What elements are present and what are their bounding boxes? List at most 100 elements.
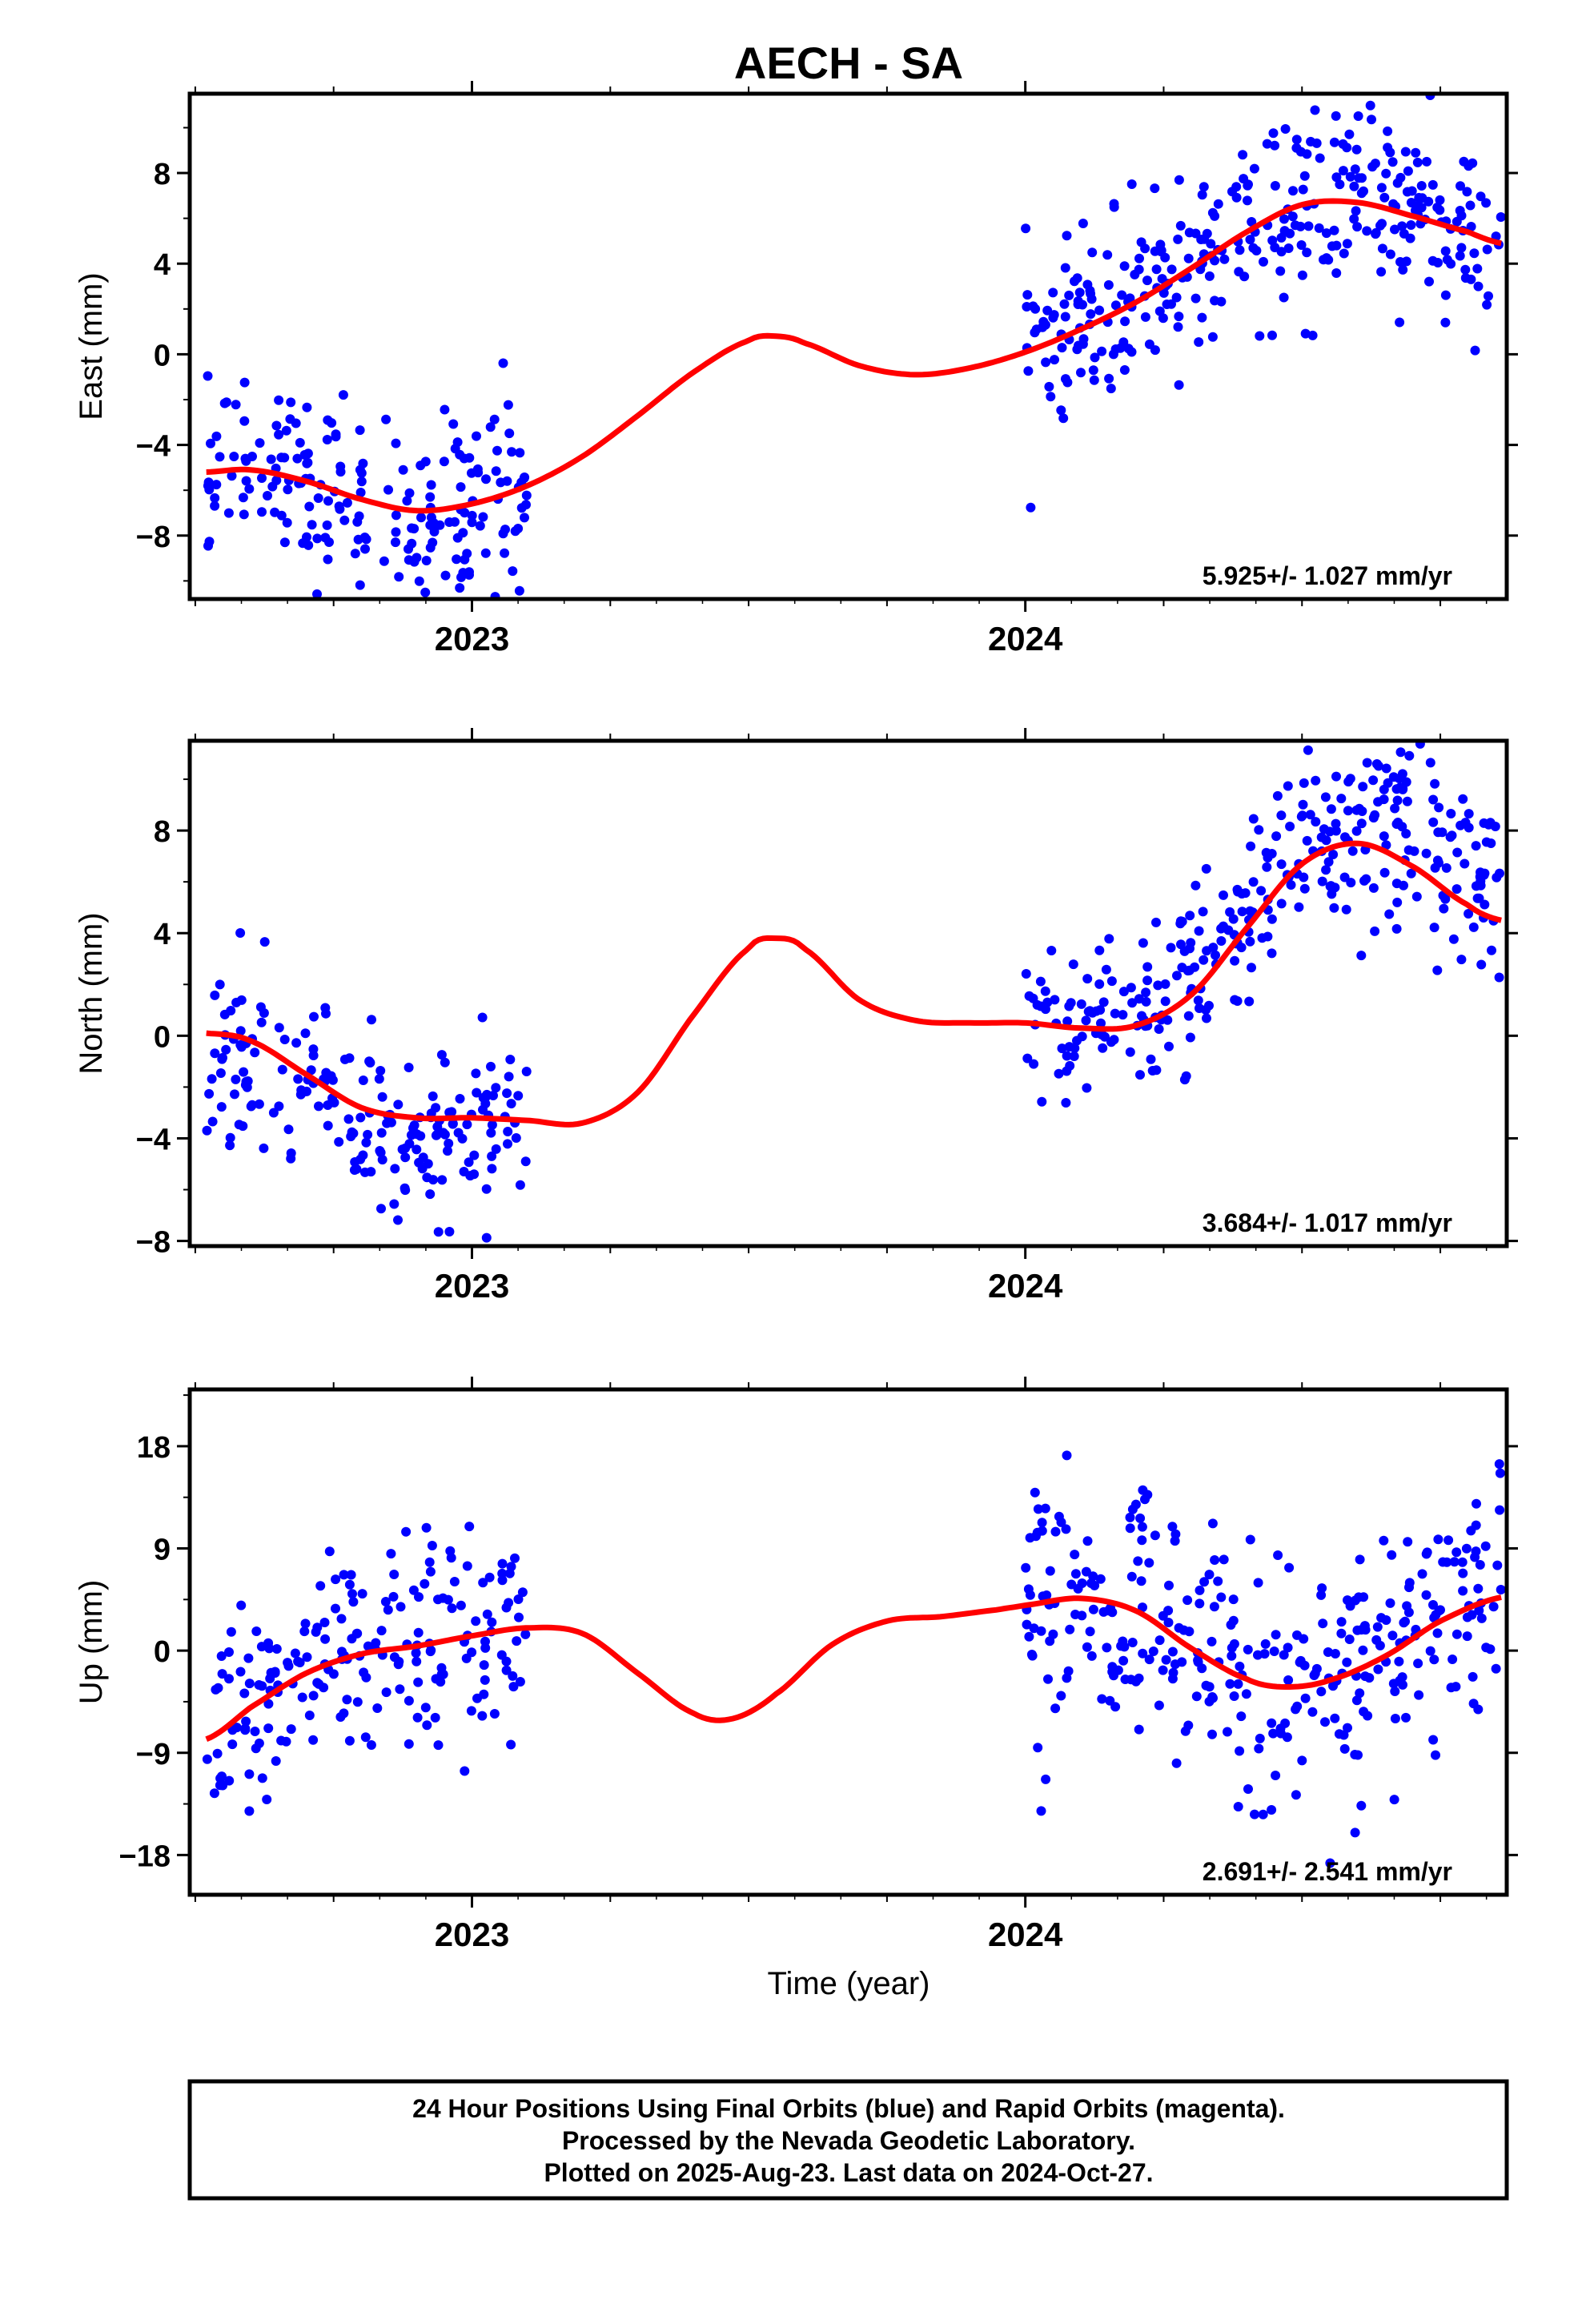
data-point	[1331, 111, 1341, 121]
data-point	[1098, 1043, 1108, 1053]
data-point	[355, 488, 366, 497]
data-point	[1461, 1543, 1472, 1554]
data-point	[391, 438, 401, 448]
data-point	[464, 569, 474, 580]
data-point	[1160, 996, 1170, 1007]
data-point	[1171, 292, 1182, 303]
data-point	[1485, 1644, 1496, 1655]
data-point	[421, 556, 432, 565]
y-axis-label: East (mm)	[74, 272, 109, 420]
data-point	[1136, 1576, 1146, 1586]
data-point	[1342, 1657, 1352, 1667]
data-point	[274, 1101, 284, 1112]
data-point	[469, 1169, 480, 1180]
data-point	[406, 1130, 416, 1140]
data-point	[1403, 1537, 1413, 1547]
data-point	[1472, 1498, 1481, 1509]
data-point	[1365, 100, 1375, 111]
data-point	[358, 1076, 368, 1085]
data-point	[398, 464, 408, 475]
data-point	[356, 476, 367, 487]
data-point	[1167, 1674, 1178, 1684]
data-point	[439, 456, 449, 467]
data-point	[308, 1691, 319, 1701]
data-point	[1094, 979, 1105, 989]
data-point	[482, 1609, 492, 1619]
data-point	[1399, 721, 1408, 730]
data-point	[335, 467, 346, 477]
data-point	[412, 1656, 422, 1667]
data-point	[1306, 136, 1316, 147]
plot-frame	[187, 738, 1509, 1248]
data-point	[428, 537, 438, 548]
data-point	[520, 1156, 531, 1167]
data-point	[1065, 1624, 1075, 1634]
data-point	[1078, 219, 1088, 228]
data-point	[331, 432, 341, 442]
data-point	[1050, 995, 1060, 1005]
data-point	[383, 485, 393, 495]
data-point	[1269, 1647, 1279, 1656]
data-point	[416, 513, 426, 523]
data-point	[347, 1589, 357, 1599]
data-point	[256, 1642, 267, 1652]
data-point	[1458, 1586, 1468, 1596]
data-point	[391, 527, 401, 537]
data-point	[1022, 1053, 1033, 1063]
data-point	[1391, 923, 1402, 934]
data-point	[394, 1656, 404, 1667]
data-point	[1061, 1524, 1071, 1534]
data-point	[1046, 946, 1057, 955]
chart-title: AECH - SA	[734, 38, 963, 88]
data-point	[383, 1605, 393, 1615]
data-point	[1154, 1635, 1165, 1646]
data-point	[1247, 217, 1257, 227]
data-point	[1070, 1550, 1080, 1560]
data-point	[1037, 1096, 1047, 1107]
data-point	[414, 576, 424, 586]
data-point	[1251, 246, 1262, 255]
data-point	[1048, 287, 1058, 298]
data-point	[204, 537, 215, 547]
data-point	[1044, 381, 1054, 392]
data-point	[1207, 207, 1218, 218]
y-tick-label: 4	[154, 248, 171, 282]
data-point	[1283, 1675, 1294, 1685]
data-point	[298, 538, 308, 549]
data-point	[1207, 1518, 1218, 1529]
data-point	[211, 431, 222, 441]
data-point	[1197, 312, 1207, 323]
data-point	[1173, 322, 1183, 332]
data-point	[230, 1089, 239, 1100]
data-point	[295, 437, 305, 448]
data-point	[311, 1626, 321, 1637]
data-point	[1325, 1858, 1335, 1868]
x-tick-label: 2023	[435, 620, 509, 657]
data-point	[400, 1152, 411, 1163]
data-point	[1460, 858, 1470, 869]
data-point	[1207, 1636, 1217, 1647]
data-point	[204, 485, 215, 495]
data-point	[346, 1570, 356, 1580]
data-point	[210, 990, 220, 1000]
data-point	[472, 1693, 482, 1703]
data-point	[1344, 1634, 1355, 1644]
data-point	[1403, 166, 1413, 176]
data-point	[1104, 934, 1114, 944]
data-point	[226, 1626, 236, 1637]
data-point	[1070, 1569, 1081, 1579]
data-point	[1154, 306, 1165, 316]
data-point	[366, 1167, 376, 1177]
data-point	[478, 1092, 488, 1103]
data-point	[235, 928, 246, 938]
data-point	[1399, 880, 1408, 891]
data-point	[1297, 270, 1307, 280]
data-point	[1460, 264, 1471, 275]
data-point	[1480, 1541, 1491, 1551]
data-point	[1398, 264, 1408, 275]
data-point	[1271, 1771, 1281, 1780]
data-point	[262, 1795, 272, 1804]
data-point	[1134, 994, 1144, 1004]
data-point	[414, 1592, 424, 1602]
data-point	[1401, 829, 1411, 838]
